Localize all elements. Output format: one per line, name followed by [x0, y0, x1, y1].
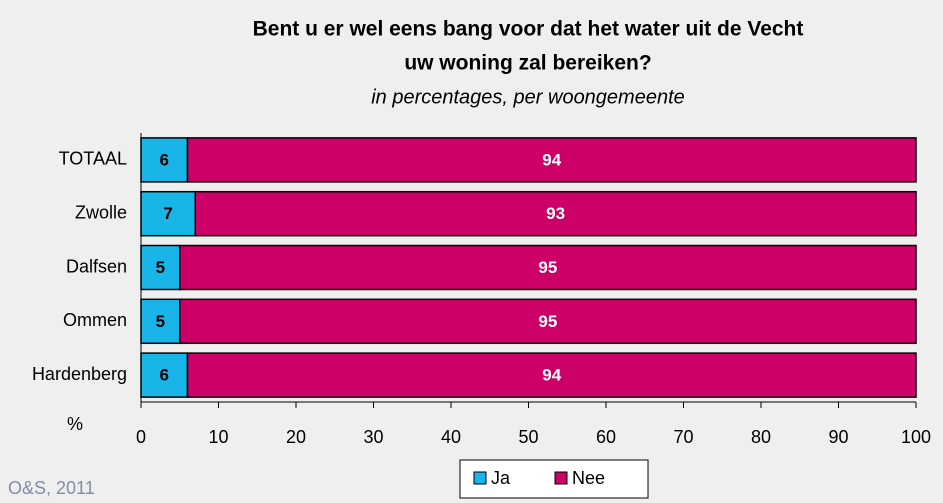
legend [459, 459, 649, 499]
x-tick-label: 50 [518, 427, 538, 447]
x-tick-label: 10 [208, 427, 228, 447]
x-tick-label: 70 [673, 427, 693, 447]
bar-segment [140, 298, 181, 345]
bar-segment [186, 137, 917, 183]
data-label: 7 [163, 204, 172, 223]
x-tick-label: 30 [363, 427, 383, 447]
bar-segment [140, 190, 196, 237]
chart-title: Bent u er wel eens bang voor dat het wat… [253, 18, 804, 41]
bar-segment [140, 352, 189, 398]
data-label: 5 [156, 312, 165, 331]
chart-title: uw woning zal bereiken? [404, 52, 651, 75]
data-label: 6 [160, 366, 169, 385]
data-label: 5 [156, 258, 165, 277]
x-tick-label: 60 [596, 427, 616, 447]
y-tick-label: Ommen [63, 310, 127, 330]
y-tick-label: TOTAAL [59, 149, 127, 169]
y-tick-label: Zwolle [75, 202, 127, 222]
data-label: 6 [160, 150, 169, 169]
x-tick-label: 20 [286, 427, 306, 447]
bar-segment [186, 352, 917, 398]
x-tick-label: 0 [136, 427, 146, 447]
bar-segment [194, 190, 917, 237]
data-label: 95 [538, 312, 557, 331]
legend-swatch [473, 471, 487, 485]
data-label: 95 [538, 258, 557, 277]
legend-label: Nee [572, 468, 605, 488]
bar-segment [179, 298, 917, 345]
bar-segment [179, 244, 917, 291]
source: O&S, 2011 [8, 478, 95, 498]
data-label: 94 [542, 150, 561, 169]
y-tick-label: Hardenberg [32, 364, 127, 384]
x-tick-label: 80 [751, 427, 771, 447]
x-axis-label: % [67, 414, 83, 434]
data-label: 93 [546, 204, 565, 223]
x-tick-label: 40 [441, 427, 461, 447]
legend-swatch [554, 471, 568, 485]
x-tick-label: 90 [828, 427, 848, 447]
legend-label: Ja [491, 468, 511, 488]
data-label: 94 [542, 366, 561, 385]
bar-segment [140, 244, 181, 291]
y-tick-label: Dalfsen [66, 256, 127, 276]
chart-subtitle: in percentages, per woongemeente [371, 86, 685, 108]
x-tick-label: 100 [901, 427, 931, 447]
